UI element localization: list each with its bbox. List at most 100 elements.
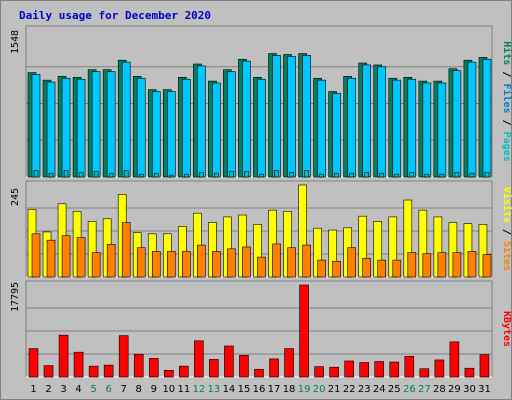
bar-kbytes-day-26 [404,356,415,378]
x-tick-day-20: 20 [313,384,326,395]
bar-files-day-15 [242,60,251,178]
x-tick-day-11: 11 [177,384,190,395]
bar-pages-day-7 [123,170,129,178]
legend-item: / [501,65,512,83]
x-tick-day-31: 31 [478,384,491,395]
bar-files-day-4 [76,78,86,178]
side-legend: Hits / Files / Pages [501,41,512,161]
bar-kbytes-day-27 [419,368,430,378]
bar-sites-day-22 [347,247,356,278]
bar-pages-day-13 [214,172,219,178]
bar-files-day-14 [227,71,236,178]
x-tick-day-18: 18 [283,384,296,395]
x-tick-day-23: 23 [358,384,371,395]
x-tick-day-30: 30 [463,384,476,395]
bar-pages-day-15 [244,171,249,178]
bar-sites-day-3 [61,235,71,278]
x-tick-day-29: 29 [448,384,461,395]
bar-files-day-16 [257,78,266,178]
bar-pages-day-19 [304,170,309,178]
bar-sites-day-14 [227,248,236,278]
x-tick-day-3: 3 [60,384,66,395]
bar-kbytes-day-11 [179,365,189,378]
x-tick-day-27: 27 [418,384,431,395]
legend-item: Visits [501,187,512,223]
chart-panels: 1548 Hits / Files / Pages 245 Visits / Site… [10,25,512,378]
bar-files-day-28 [437,82,447,178]
bar-sites-day-20 [317,259,326,278]
bar-kbytes-day-29 [449,341,460,378]
bar-sites-day-4 [76,237,86,278]
plot-area [25,280,493,378]
bar-kbytes-day-6 [103,364,114,378]
bar-pages-day-3 [63,170,69,178]
bar-kbytes-day-19 [299,284,309,378]
bar-pages-day-9 [153,172,159,178]
x-tick-day-25: 25 [388,384,401,395]
bar-sites-day-10 [166,251,176,278]
bar-sites-day-21 [332,260,341,278]
bar-kbytes-day-20 [314,366,324,378]
bar-pages-day-2 [48,172,54,178]
x-tick-day-19: 19 [298,384,311,395]
bar-kbytes-day-10 [163,369,174,378]
x-tick-day-4: 4 [75,384,81,395]
bar-files-day-6 [106,71,116,178]
bar-kbytes-day-5 [88,365,99,378]
bar-kbytes-day-15 [239,354,249,378]
bar-kbytes-day-4 [73,351,84,378]
bar-pages-day-24 [379,172,385,178]
x-tick-day-9: 9 [151,384,157,395]
bar-pages-day-4 [78,171,84,178]
bar-sites-day-18 [287,247,296,278]
bar-sites-day-11 [182,251,191,278]
bar-kbytes-day-24 [374,361,385,378]
bar-kbytes-day-13 [209,359,219,378]
x-tick-day-17: 17 [268,384,281,395]
panel-kbytes: 17795 KBytes [10,280,512,378]
bar-pages-day-31 [484,171,490,178]
bar-files-day-27 [422,82,432,178]
bar-pages-day-29 [454,171,460,178]
x-tick-day-5: 5 [90,384,96,395]
panel-hits-files-pages: 1548 Hits / Files / Pages [10,25,512,178]
y-max-label: 17795 [10,282,21,312]
bar-kbytes-day-23 [359,362,370,378]
bar-sites-day-26 [407,252,417,278]
bar-pages-day-25 [394,173,400,178]
bar-kbytes-day-25 [389,361,400,378]
bar-sites-day-29 [452,252,462,278]
bar-files-day-7 [121,61,131,178]
bar-kbytes-day-18 [284,348,294,378]
bar-sites-day-5 [91,252,101,278]
x-tick-day-15: 15 [238,384,251,395]
bar-pages-day-6 [108,172,114,178]
legend-item: Hits [501,41,512,65]
bar-files-day-19 [302,55,311,178]
bar-sites-day-1 [31,233,41,278]
bar-sites-day-31 [482,254,492,278]
x-tick-labels: 1 2 3 4 5 6 7 8 9 10 11 12 13 14 15 16 17 18 19 20 21 22 23 24 2… [30,384,491,395]
bar-files-day-25 [392,79,402,178]
bar-kbytes-day-12 [194,340,204,378]
bar-pages-day-27 [424,173,430,178]
bar-sites-day-13 [212,251,221,278]
bar-files-day-24 [377,66,387,178]
bar-kbytes-day-8 [133,353,144,378]
bar-pages-day-17 [274,170,279,178]
bar-files-day-8 [136,77,146,178]
x-tick-day-8: 8 [136,384,142,395]
bar-pages-day-11 [184,173,189,178]
bar-pages-day-18 [289,171,294,178]
bar-kbytes-day-1 [28,348,39,378]
bar-files-day-13 [212,82,221,178]
bar-kbytes-day-30 [464,367,475,378]
bar-files-day-21 [332,93,341,178]
bar-files-day-3 [61,77,71,178]
bar-kbytes-day-7 [118,335,129,378]
bar-kbytes-day-9 [148,358,159,378]
bar-sites-day-9 [151,251,161,278]
bar-sites-day-17 [272,243,281,278]
bar-sites-day-24 [377,259,387,278]
bar-files-day-10 [166,91,176,178]
